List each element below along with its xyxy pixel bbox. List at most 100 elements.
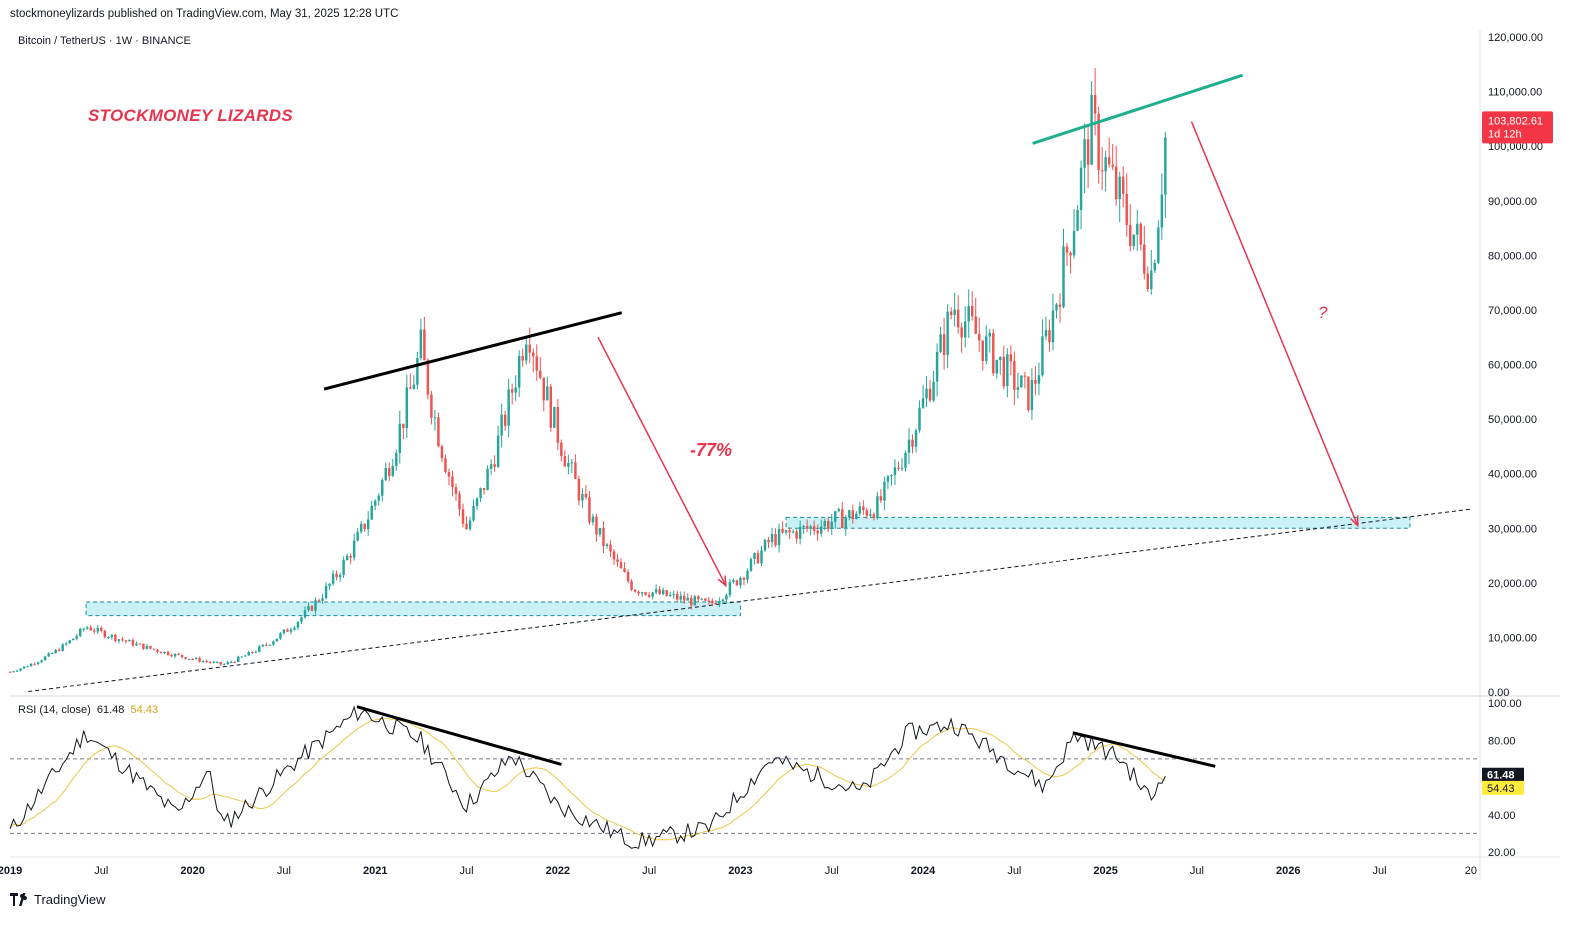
candle-body (1002, 356, 1006, 387)
rsi-value-badge-text: 61.48 (1487, 770, 1515, 782)
candle-body (82, 628, 85, 630)
candle-body (1093, 95, 1097, 114)
candle-body (1100, 170, 1104, 172)
candle-body (454, 487, 458, 494)
candle-body (584, 493, 588, 498)
candle-body (556, 406, 560, 443)
candle-body (1118, 176, 1121, 200)
candle-body (1111, 164, 1114, 167)
candle-body (612, 551, 616, 560)
candle-body (1143, 244, 1146, 274)
candle-body (995, 359, 999, 374)
candle-body (1058, 304, 1062, 307)
candle-body (1104, 157, 1107, 172)
candle-body (749, 559, 753, 571)
candle-body (377, 495, 380, 501)
candle-body (486, 468, 489, 491)
symbol-label[interactable]: Bitcoin / TetherUS · 1W · BINANCE (18, 35, 191, 47)
candle-body (1051, 310, 1055, 343)
candle-body (693, 596, 697, 606)
candle-body (823, 520, 826, 527)
candle-body (570, 462, 574, 464)
candle-body (416, 358, 419, 385)
candle-body (1076, 209, 1079, 231)
candle-body (244, 655, 247, 657)
candle-body (956, 309, 960, 328)
candle-body (391, 465, 395, 476)
candle-body (918, 407, 921, 431)
candle-body (124, 640, 128, 642)
candle-body (1150, 270, 1153, 290)
candle-body (163, 651, 166, 654)
candle-body (697, 596, 700, 600)
candle-body (907, 439, 911, 453)
candle-body (876, 496, 879, 519)
price-tick-label: 110,000.00 (1488, 87, 1542, 99)
candle-body (654, 589, 658, 593)
candle-body (1027, 376, 1030, 411)
last-price-countdown: 1d 12h (1488, 128, 1522, 140)
candle-body (275, 638, 279, 642)
price-tick-label: 50,000.00 (1488, 414, 1537, 426)
rsi-legend[interactable]: RSI (14, close) 61.48 54.43 (18, 704, 158, 716)
candle-body (89, 627, 92, 631)
candle-body (1097, 113, 1100, 171)
candle-body (1041, 336, 1044, 376)
candle-body (967, 305, 970, 322)
candle-body (272, 641, 275, 645)
candle-body (135, 643, 138, 646)
candle-body (149, 645, 152, 649)
resistance-trendline-2021 (323, 311, 623, 391)
candle-body (514, 387, 517, 393)
candle-body (289, 629, 293, 632)
candle-body (1129, 225, 1132, 247)
candle-body (472, 505, 475, 521)
price-tick-label: 20,000.00 (1488, 578, 1537, 590)
candle-body (15, 670, 19, 672)
long-term-trendline (28, 508, 1471, 692)
candle-body (914, 430, 918, 447)
candle-body (222, 664, 226, 666)
candle-body (363, 523, 366, 530)
candle-body (338, 574, 342, 578)
rsi-divergence-line-2021 (356, 705, 562, 766)
resistance-trendline-2025 (1032, 73, 1244, 145)
tradingview-watermark[interactable]: TradingView (10, 892, 106, 907)
candle-body (746, 570, 749, 580)
candle-body (121, 639, 124, 641)
candle-body (992, 332, 995, 374)
candle-body (939, 334, 942, 352)
candle-body (970, 305, 974, 317)
last-price-value: 103,802.61 (1488, 115, 1543, 127)
candle-body (1086, 139, 1090, 165)
candle-body (911, 439, 914, 447)
rsi-tick-label: 100.00 (1488, 698, 1522, 710)
candle-body (763, 539, 767, 551)
candle-body (683, 595, 686, 601)
candle-body (647, 594, 651, 597)
publisher-info: stockmoneylizards published on TradingVi… (10, 8, 399, 20)
candle-body (22, 666, 26, 669)
candle-body (960, 327, 963, 338)
candle-body (609, 544, 612, 552)
candle-body (114, 634, 117, 641)
candle-body (286, 629, 289, 632)
candle-body (496, 435, 500, 467)
candle-body (781, 528, 784, 533)
candle-body (493, 464, 496, 467)
candle-body (458, 493, 461, 510)
candle-body (981, 340, 984, 361)
candle-body (47, 653, 50, 657)
candle-body (668, 594, 672, 596)
candle-body (879, 496, 883, 501)
candle-body (1114, 166, 1118, 200)
candle-body (321, 598, 324, 601)
candle-body (359, 523, 363, 532)
candle-body (686, 597, 689, 601)
candle-body (819, 526, 823, 534)
candle-body (194, 658, 198, 660)
tradingview-logo-icon (10, 893, 27, 906)
time-tick-label: Jul (825, 865, 839, 877)
time-tick-label: 2019 (0, 865, 22, 877)
